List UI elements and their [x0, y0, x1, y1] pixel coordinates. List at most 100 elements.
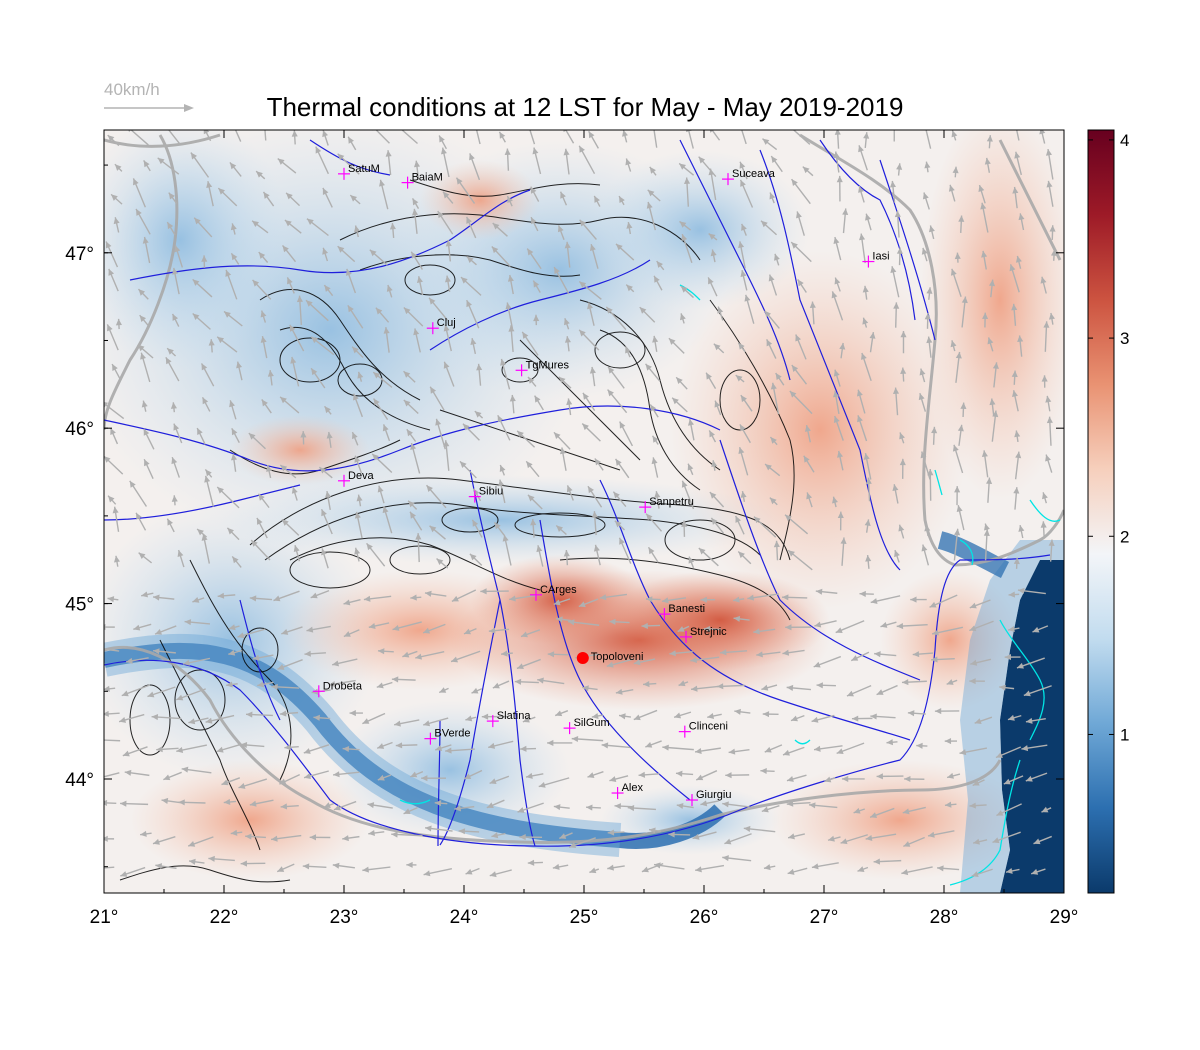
wind-arrow: [342, 835, 360, 842]
wind-arrow: [1007, 714, 1022, 721]
wind-arrow: [481, 713, 508, 720]
wind-arrow: [240, 860, 266, 867]
wind-arrow: [279, 396, 300, 414]
wind-arrow: [563, 130, 575, 144]
wind-arrow: [346, 268, 357, 294]
wind-arrow: [944, 801, 957, 808]
wind-arrow: [910, 596, 927, 603]
wind-arrow: [273, 590, 300, 602]
wind-arrow: [514, 678, 539, 685]
wind-arrow: [332, 658, 358, 667]
wind-arrow: [679, 220, 691, 231]
wind-arrow: [786, 684, 811, 691]
wind-arrow: [519, 834, 543, 841]
city-marker: Sibiu: [468, 486, 503, 503]
wind-arrow: [743, 825, 776, 833]
wind-arrow: [498, 131, 506, 143]
wind-arrow: [986, 477, 993, 503]
wind-arrow: [606, 658, 634, 668]
wind-arrow: [1049, 225, 1056, 240]
wind-arrow: [918, 392, 927, 412]
wind-arrow: [738, 446, 749, 476]
wind-arrow: [429, 525, 446, 540]
wind-arrow: [553, 804, 570, 811]
wind-arrow: [735, 374, 745, 383]
wind-arrow: [434, 800, 448, 807]
wind-arrow: [587, 770, 604, 778]
wind-arrow: [720, 649, 748, 656]
wind-arrow: [1051, 249, 1058, 261]
wind-arrow: [517, 802, 544, 813]
wind-arrow: [553, 598, 571, 606]
wind-arrow: [972, 779, 985, 787]
wind-arrow: [1041, 806, 1052, 813]
wind-arrow: [972, 838, 988, 845]
wind-arrow: [1040, 276, 1047, 294]
wind-arrow: [582, 392, 596, 411]
wind-arrow: [217, 592, 236, 599]
wind-arrow: [769, 436, 778, 446]
wind-arrow: [837, 511, 844, 531]
wind-arrow: [284, 219, 302, 234]
wind-arrow: [744, 294, 755, 324]
wind-arrow: [925, 130, 932, 149]
coast-lakes: [399, 284, 1061, 886]
wind-arrow: [813, 745, 843, 752]
wind-arrow: [454, 805, 475, 812]
wind-arrow: [707, 713, 722, 719]
wind-arrow: [986, 135, 993, 149]
wind-arrow: [790, 241, 812, 263]
wind-arrow: [152, 648, 176, 655]
wind-arrow: [739, 161, 748, 180]
city-label: SatuM: [348, 163, 380, 175]
wind-arrow: [833, 415, 844, 441]
wind-arrow: [196, 528, 208, 538]
wind-arrow: [956, 505, 965, 531]
wind-arrow: [238, 778, 268, 789]
city-label: TgMures: [526, 359, 570, 371]
wind-arrow: [1017, 587, 1046, 595]
wind-arrow: [768, 274, 778, 296]
wind-arrow: [166, 221, 176, 236]
wind-arrow: [688, 556, 695, 569]
wind-arrow: [782, 746, 805, 756]
wind-arrow: [193, 217, 213, 238]
wind-arrow: [787, 833, 805, 840]
wind-arrow: [599, 593, 628, 601]
lon-tick-label: 21°: [90, 907, 119, 928]
wind-arrow: [409, 511, 423, 531]
wind-arrow: [782, 594, 808, 601]
wind-arrow: [992, 831, 1021, 844]
wind-arrow: [870, 713, 896, 720]
wind-arrow: [1033, 835, 1052, 845]
city-label: CArges: [540, 584, 577, 596]
wind-arrow: [813, 655, 842, 668]
wind-arrow: [351, 346, 364, 359]
wind-arrow: [988, 279, 996, 298]
wind-arrow: [889, 180, 897, 203]
wind-arrow: [992, 362, 999, 388]
wind-arrow: [969, 599, 991, 609]
wind-arrow: [996, 803, 1022, 817]
wind-arrow: [135, 208, 151, 235]
wind-arrow: [466, 299, 480, 329]
wind-arrow: [1014, 430, 1021, 443]
wind-arrow: [366, 542, 386, 567]
wind-arrow: [223, 310, 243, 327]
wind-arrow: [143, 159, 151, 172]
wind-arrow: [586, 804, 601, 811]
wind-arrow: [741, 223, 747, 236]
city-label: BVerde: [434, 728, 470, 740]
wind-arrow: [206, 181, 214, 207]
wind-arrow: [645, 363, 661, 382]
wind-arrow: [120, 866, 146, 877]
wind-arrow: [832, 496, 838, 508]
wind-arrow: [926, 336, 933, 358]
wind-arrow: [837, 450, 844, 471]
wind-arrow: [833, 369, 841, 387]
wind-arrow: [258, 251, 269, 263]
wind-arrow: [676, 802, 694, 810]
wind-arrow: [190, 152, 210, 178]
wind-arrow: [208, 339, 215, 353]
wind-arrow: [554, 710, 569, 717]
